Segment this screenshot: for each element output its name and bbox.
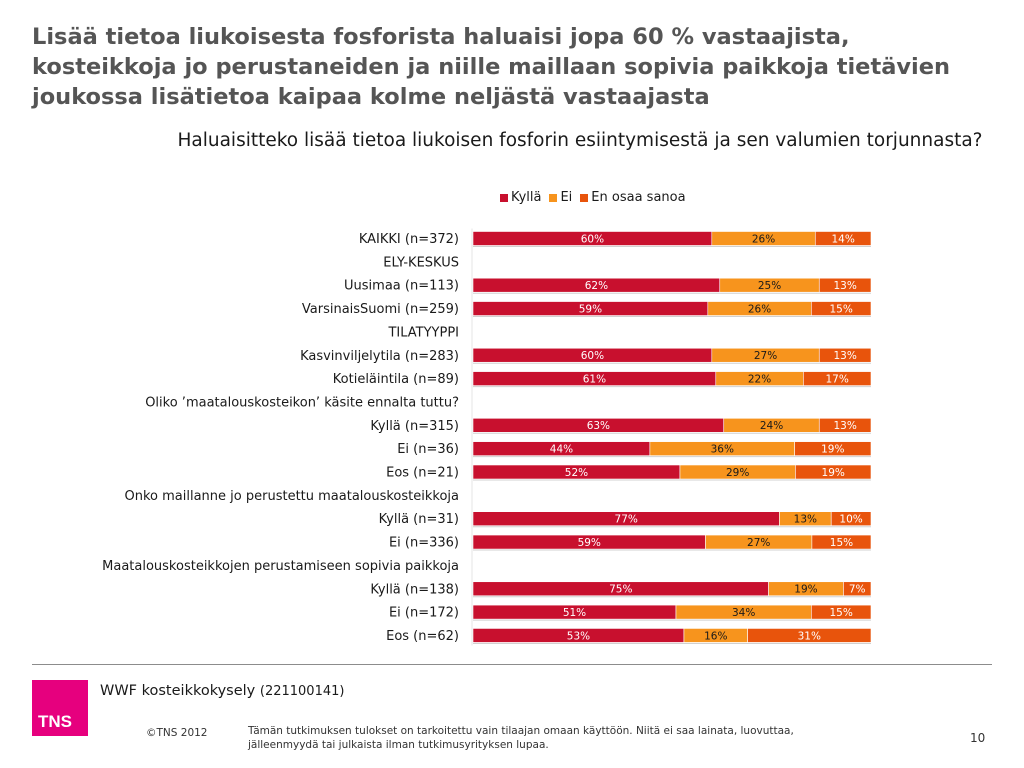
page-number: 10 <box>970 731 986 745</box>
bar-segment-eos <box>810 301 872 316</box>
bar-data-label-ei: 13% <box>794 514 817 526</box>
legend-swatch-eos <box>580 193 589 202</box>
bar-data-label-ei: 16% <box>704 630 727 642</box>
row-label: Ei (n=36) <box>397 442 459 457</box>
bar-data-label-kylla: 59% <box>579 303 602 315</box>
bar-data-label-ei: 27% <box>754 350 777 362</box>
tns-logo: TNS <box>32 680 88 736</box>
row-label: Kyllä (n=138) <box>370 582 459 597</box>
bar-segment-eos <box>810 604 872 620</box>
bar-data-label-ei: 36% <box>711 443 734 455</box>
bar-data-label-ei: 19% <box>794 584 817 596</box>
bar-data-label-ei: 24% <box>760 420 783 432</box>
bar-segment-eos <box>843 581 872 597</box>
bar-segment-eos <box>830 511 872 527</box>
row-label: Uusimaa (n=113) <box>344 279 459 294</box>
group-header-label: Oliko ’maatalouskosteikon’ käsite ennalt… <box>145 395 459 410</box>
bar-data-label-kylla: 59% <box>578 537 601 549</box>
row-label: Kyllä (n=315) <box>370 419 459 434</box>
bar-data-label-eos: 14% <box>831 233 854 245</box>
bar-data-label-eos: 13% <box>833 280 856 292</box>
bar-data-label-kylla: 44% <box>550 443 573 455</box>
bar-segment-eos <box>818 277 872 293</box>
stacked-bar-chart: KAIKKI (n=372) 60% 26% 14% ELY-KESKUS Uusimaa… <box>102 228 872 646</box>
legend-swatch-kylla <box>500 193 508 202</box>
bar-segment-eos <box>747 628 872 643</box>
row-label: Kyllä (n=31) <box>379 512 459 527</box>
bar-segment-eos <box>795 464 872 480</box>
bar-data-label-eos: 15% <box>829 607 852 619</box>
bar-segment-eos <box>811 534 872 550</box>
bar-data-label-eos: 15% <box>830 537 853 549</box>
row-label: Kotieläintila (n=89) <box>333 372 459 387</box>
bar-segment-eos <box>814 231 872 246</box>
legend-item-kylla: Kyllä <box>500 190 541 205</box>
bar-data-label-kylla: 63% <box>587 420 610 432</box>
bar-data-label-eos: 17% <box>825 373 848 385</box>
legend-label-kylla: Kyllä <box>511 190 542 205</box>
bar-data-label-ei: 22% <box>748 373 771 385</box>
bar-data-label-eos: 10% <box>839 514 862 526</box>
bar-data-label-kylla: 75% <box>609 584 632 596</box>
group-header-label: ELY-KESKUS <box>383 255 459 270</box>
bar-data-label-kylla: 52% <box>565 467 588 479</box>
bar-segment-eos <box>818 417 872 433</box>
bar-data-label-ei: 29% <box>726 467 749 479</box>
row-label: VarsinaisSuomi (n=259) <box>302 302 459 317</box>
bar-data-label-eos: 19% <box>822 467 845 479</box>
bar-data-label-kylla: 53% <box>567 630 590 642</box>
row-label: Kasvinviljelytila (n=283) <box>300 349 459 364</box>
bar-segment-eos <box>794 441 872 456</box>
copyright: ©TNS 2012 <box>146 727 208 739</box>
legend-item-eos: En osaa sanoa <box>580 190 686 205</box>
bar-data-label-kylla: 77% <box>615 514 638 526</box>
survey-name: WWF kosteikkokysely (221100141) <box>100 683 344 699</box>
legend-item-ei: Ei <box>549 190 572 205</box>
bar-segment-eos <box>818 347 872 363</box>
bar-data-label-ei: 25% <box>758 280 781 292</box>
group-header-label: Maatalouskosteikkojen perustamiseen sopi… <box>102 559 459 574</box>
group-header-label: Onko maillanne jo perustettu maatalousko… <box>125 489 460 504</box>
bar-data-label-kylla: 51% <box>563 607 586 619</box>
row-label: Ei (n=172) <box>389 606 459 621</box>
bar-data-label-eos: 31% <box>798 630 821 642</box>
bar-data-label-eos: 7% <box>849 584 866 596</box>
bar-data-label-eos: 13% <box>833 420 856 432</box>
row-label: Ei (n=336) <box>389 536 459 551</box>
row-label: KAIKKI (n=372) <box>359 232 459 247</box>
disclaimer: Tämän tutkimuksen tulokset on tarkoitett… <box>248 725 794 751</box>
bar-data-label-ei: 26% <box>748 303 771 315</box>
bar-data-label-kylla: 61% <box>583 373 606 385</box>
bar-data-label-kylla: 60% <box>581 350 604 362</box>
footer-divider <box>32 664 992 665</box>
bar-data-label-eos: 15% <box>829 303 852 315</box>
row-label: Eos (n=21) <box>386 466 459 481</box>
legend-label-eos: En osaa sanoa <box>591 190 686 205</box>
bar-data-label-ei: 26% <box>752 233 775 245</box>
bar-data-label-eos: 19% <box>821 443 844 455</box>
legend-label-ei: Ei <box>560 190 573 205</box>
survey-name-text: WWF kosteikkokysely <box>100 683 256 699</box>
bar-data-label-kylla: 62% <box>585 280 608 292</box>
row-label: Eos (n=62) <box>386 629 459 644</box>
page-headline: Lisää tietoa liukoisesta fosforista halu… <box>32 24 951 110</box>
bar-data-label-ei: 34% <box>732 607 755 619</box>
chart-title: Haluaisitteko lisää tietoa liukoisen fos… <box>177 130 983 151</box>
legend-swatch-ei <box>549 193 558 202</box>
group-header-label: TILATYYPPI <box>387 325 459 340</box>
bar-segment-eos <box>803 371 872 386</box>
survey-code: (221100141) <box>259 684 345 699</box>
bar-data-label-ei: 27% <box>747 537 770 549</box>
chart-legend: Kyllä Ei En osaa sanoa <box>500 190 800 205</box>
bar-data-label-eos: 13% <box>833 350 856 362</box>
bar-data-label-kylla: 60% <box>581 233 604 245</box>
tns-logo-text: TNS <box>38 712 72 731</box>
